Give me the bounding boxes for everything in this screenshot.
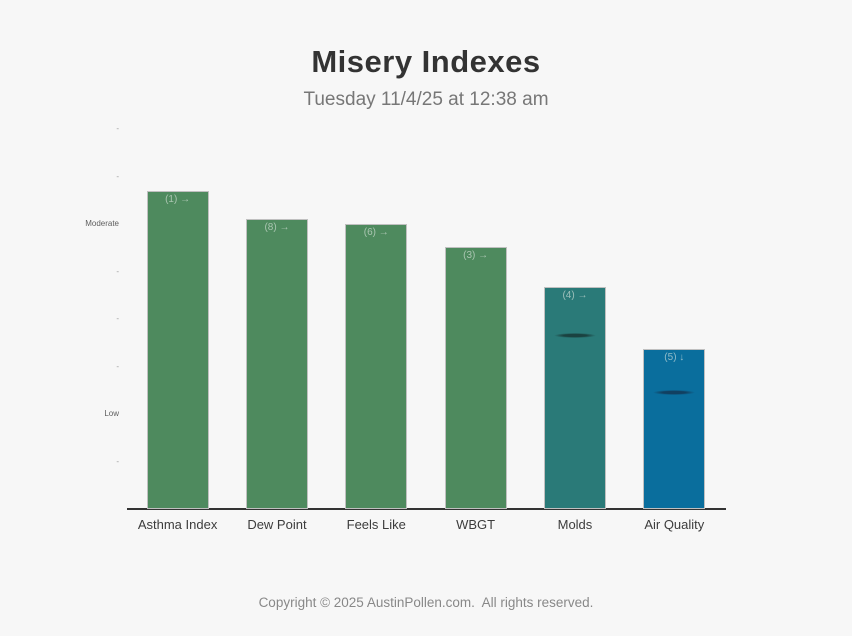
y-tick-mark: - — [116, 171, 119, 181]
y-tick-mark: - — [116, 314, 119, 323]
bar-dew-point: (8) → — [245, 219, 308, 509]
x-axis-label-air-quality: Air Quality — [644, 517, 705, 532]
bar-rank-trend-label: (1) → — [165, 193, 191, 205]
previous-value-marker — [553, 332, 596, 338]
x-axis-label-wbgt: WBGT — [456, 517, 496, 532]
x-axis-label-asthma-index: Asthma Index — [137, 517, 218, 532]
x-axis-label-molds: Molds — [557, 517, 593, 532]
bar-rank-trend-label: (4) → — [562, 290, 588, 302]
bar-asthma-index: (1) → — [146, 190, 209, 509]
bar-air-quality: (5) ↓ — [643, 349, 706, 509]
bar-wbgt: (3) → — [444, 246, 507, 509]
bar-rank-trend-label: (8) → — [264, 222, 290, 234]
chart-subtitle: Tuesday 11/4/25 at 12:38 am — [303, 89, 549, 110]
y-tick-mark: - — [116, 266, 119, 276]
bar-feels-like: (6) → — [345, 224, 408, 509]
y-tick-label-moderate: Moderate — [85, 219, 119, 228]
x-axis-line — [127, 508, 726, 510]
copyright-footer: Copyright © 2025 AustinPollen.com. All r… — [258, 595, 594, 610]
y-tick-mark: - — [116, 361, 119, 371]
y-tick-label-low: Low — [104, 409, 119, 418]
x-axis-label-feels-like: Feels Like — [346, 517, 406, 532]
previous-value-marker — [653, 390, 696, 396]
bar-rank-trend-label: (6) → — [363, 227, 389, 238]
bar-rank-trend-label: (3) → — [463, 249, 489, 261]
bar-molds: (4) → — [543, 287, 606, 509]
bar-rank-trend-label: (5) ↓ — [664, 352, 685, 364]
y-tick-mark: - — [116, 456, 119, 466]
x-axis-label-dew-point: Dew Point — [247, 517, 307, 532]
y-tick-mark: - — [116, 124, 119, 133]
chart-title: Misery Indexes — [311, 44, 541, 79]
